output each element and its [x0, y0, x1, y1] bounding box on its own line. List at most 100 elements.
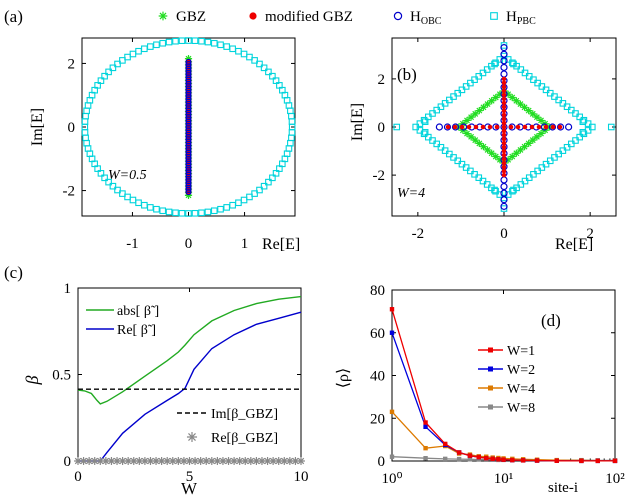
panel-d-point [612, 458, 618, 464]
panel-b-point [501, 160, 507, 166]
panel-b-point [496, 156, 504, 164]
panel-c-re-gbz-point [157, 457, 166, 465]
panel-a-series-h_obc [185, 58, 192, 196]
panel-a-point [153, 41, 160, 49]
panel-a-point [97, 170, 105, 177]
panel-d-line [391, 309, 615, 462]
panel-b-point [556, 123, 565, 131]
panel-d-xlabel: site-i [548, 480, 578, 496]
panel-b-point [555, 150, 562, 158]
panel-b-point [565, 123, 573, 131]
panel-b-point [501, 96, 507, 102]
panel-d: (d) 10⁰ 10¹ 10² 0 20 40 60 80 ⟨ρ⟩ site-i W=1 W=2… [335, 283, 625, 496]
panel-b-point [542, 160, 550, 168]
panel-b-point [517, 66, 525, 73]
panel-b-point [537, 129, 545, 138]
panel-b-point [475, 107, 483, 115]
panel-b-point [492, 152, 500, 161]
panel-b-point [467, 133, 475, 141]
panel-b-point [412, 123, 419, 131]
panel-c-letter: (c) [4, 263, 23, 282]
panel-d-series-w=1 [389, 307, 618, 464]
panel-c-re-gbz-point [246, 457, 255, 465]
panel-b-point [491, 60, 498, 68]
panel-b-point [509, 59, 516, 67]
panel-a-point [101, 174, 108, 182]
panel-b-point [529, 136, 537, 144]
panel-d-ytick-label: 40 [370, 369, 385, 385]
panel-b-point [471, 110, 479, 118]
panel-c-re-gbz-point [163, 457, 172, 465]
panel-d-point [484, 456, 489, 461]
panel-d-point [442, 441, 448, 447]
panel-c-re-gbz-point [85, 457, 94, 465]
panel-d-point [476, 457, 481, 462]
panel-d-ytick-label: 80 [370, 283, 385, 299]
panel-b-point [421, 118, 429, 126]
panel-b-letter: (b) [397, 65, 417, 84]
panel-b-point [494, 124, 500, 130]
panel-a-xtick-label: 1 [241, 236, 249, 252]
panel-b-point [546, 89, 554, 97]
panel-c-series-3 [74, 457, 305, 465]
legend-gbz-label: GBZ [176, 9, 206, 25]
panel-b-point [559, 100, 567, 107]
panel-b-point [479, 143, 488, 151]
panel-a-point [287, 139, 294, 147]
panel-c-re-gbz-point [280, 457, 289, 465]
panel-a-point [210, 207, 218, 215]
panel-c-re-gbz-point [74, 457, 82, 465]
panel-c-re-gbz-point [224, 457, 233, 465]
panel-a-point [269, 72, 276, 80]
legend-h-obc: HOBC [393, 9, 442, 27]
panel-a-point [81, 129, 89, 136]
panel-b-point [501, 164, 507, 170]
panel-c-legend-re-gbz-star-icon [186, 431, 198, 443]
panel-b-point [393, 123, 401, 131]
legend-h-obc-main: H [410, 9, 421, 25]
panel-d-xtick-label: 10¹ [494, 471, 514, 487]
panel-b-point [501, 84, 507, 90]
panel-b-point [512, 97, 520, 105]
panel-a-point [105, 68, 112, 76]
panel-d-point [423, 424, 428, 429]
panel-b-point [437, 143, 445, 151]
panel-d-point [501, 457, 506, 462]
legend-h-pbc-label: HPBC [506, 9, 536, 27]
panel-c-xtick-label: 0 [74, 469, 82, 485]
panel-b-point [463, 129, 471, 138]
panel-a-point [109, 182, 117, 190]
panel-b-point [580, 130, 588, 138]
panel-c-re-gbz-point [274, 457, 283, 465]
panel-a-point [240, 50, 248, 58]
panel-b-ytick-label: 0 [378, 120, 386, 136]
panel-b-point [522, 124, 528, 130]
panel-b-point [501, 76, 507, 82]
panel-d-legend-label: W=1 [507, 344, 535, 359]
panel-c-legend-top: abs[ β̃ ] Re[ β̃ ] [86, 304, 159, 338]
panel-c-re-gbz-point [124, 457, 133, 465]
panel-b-point [510, 60, 517, 68]
panel-b-point [501, 128, 507, 134]
panel-a-letter: (a) [4, 7, 23, 26]
panel-a-point [217, 205, 224, 213]
panel-b-point [467, 113, 475, 121]
panel-c-re-gbz-point [297, 457, 305, 465]
panel-d-xtick-label: 10² [605, 471, 625, 487]
panel-d-point [456, 450, 462, 455]
panel-b-point [450, 93, 457, 100]
panel-b-point [454, 89, 462, 97]
panel-b-point [458, 86, 466, 94]
panel-b-point [483, 100, 492, 108]
legend-circle [393, 11, 403, 21]
panel-c-re-gbz-point [291, 457, 300, 465]
panel-a-point [119, 190, 126, 197]
panel-a-point [97, 77, 105, 84]
panel-c-re-gbz-point [179, 457, 188, 465]
legend-h-obc-sub: OBC [421, 16, 442, 27]
panel-a-point [83, 139, 90, 147]
panel-b-ticks: -2 0 2 -2 0 2 [373, 38, 616, 242]
panel-a-xtick-label: 0 [185, 236, 193, 252]
panel-b-point [488, 97, 496, 105]
